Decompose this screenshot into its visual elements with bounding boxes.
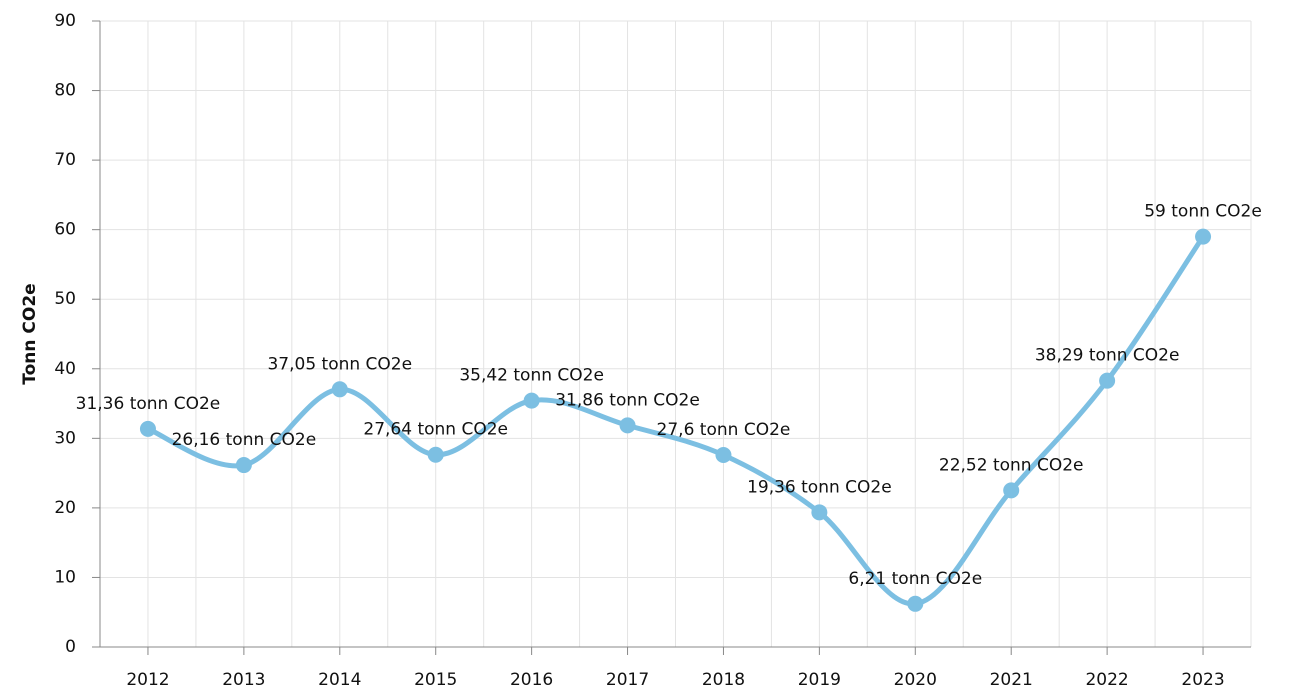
y-tick-label: 20 bbox=[54, 498, 76, 518]
x-tick-label: 2019 bbox=[798, 670, 841, 690]
x-tick-label: 2021 bbox=[990, 670, 1033, 690]
data-label: 6,21 tonn CO2e bbox=[848, 569, 982, 589]
y-tick-label: 50 bbox=[54, 289, 76, 309]
y-axis-label: Tonn CO2e bbox=[20, 283, 40, 384]
data-label: 27,64 tonn CO2e bbox=[363, 420, 508, 440]
data-label: 35,42 tonn CO2e bbox=[459, 366, 604, 386]
y-tick-label: 0 bbox=[65, 637, 76, 657]
y-tick-label: 80 bbox=[54, 81, 76, 101]
x-tick-label: 2020 bbox=[894, 670, 937, 690]
point bbox=[139, 420, 156, 437]
y-tick-label: 40 bbox=[54, 359, 76, 379]
data-label: 37,05 tonn CO2e bbox=[267, 354, 412, 374]
y-tick-label: 70 bbox=[54, 150, 76, 170]
data-label: 22,52 tonn CO2e bbox=[939, 455, 1084, 475]
data-label: 31,86 tonn CO2e bbox=[555, 390, 700, 410]
data-label: 59 tonn CO2e bbox=[1144, 202, 1262, 222]
data-label: 31,36 tonn CO2e bbox=[76, 394, 221, 414]
data-label: 27,6 tonn CO2e bbox=[657, 420, 791, 440]
x-tick-label: 2017 bbox=[606, 670, 649, 690]
x-tick-label: 2012 bbox=[126, 670, 169, 690]
x-tick-label: 2015 bbox=[414, 670, 457, 690]
point bbox=[427, 446, 444, 463]
point bbox=[523, 392, 540, 409]
data-label: 38,29 tonn CO2e bbox=[1035, 346, 1180, 366]
x-tick-label: 2013 bbox=[222, 670, 265, 690]
point bbox=[331, 381, 348, 398]
point bbox=[1003, 482, 1020, 499]
point bbox=[235, 457, 252, 474]
x-tick-label: 2016 bbox=[510, 670, 553, 690]
point bbox=[1195, 228, 1212, 245]
point bbox=[811, 504, 828, 521]
point bbox=[619, 417, 636, 434]
data-label: 19,36 tonn CO2e bbox=[747, 477, 892, 497]
y-tick-label: 10 bbox=[54, 567, 76, 587]
x-tick-label: 2018 bbox=[702, 670, 745, 690]
point bbox=[1099, 372, 1116, 389]
x-tick-label: 2014 bbox=[318, 670, 361, 690]
point bbox=[907, 595, 924, 612]
x-tick-label: 2023 bbox=[1181, 670, 1224, 690]
y-tick-label: 60 bbox=[54, 220, 76, 240]
y-tick-label: 90 bbox=[54, 11, 76, 31]
y-tick-label: 30 bbox=[54, 428, 76, 448]
data-label: 26,16 tonn CO2e bbox=[172, 430, 317, 450]
point bbox=[715, 447, 732, 464]
x-tick-label: 2022 bbox=[1085, 670, 1128, 690]
